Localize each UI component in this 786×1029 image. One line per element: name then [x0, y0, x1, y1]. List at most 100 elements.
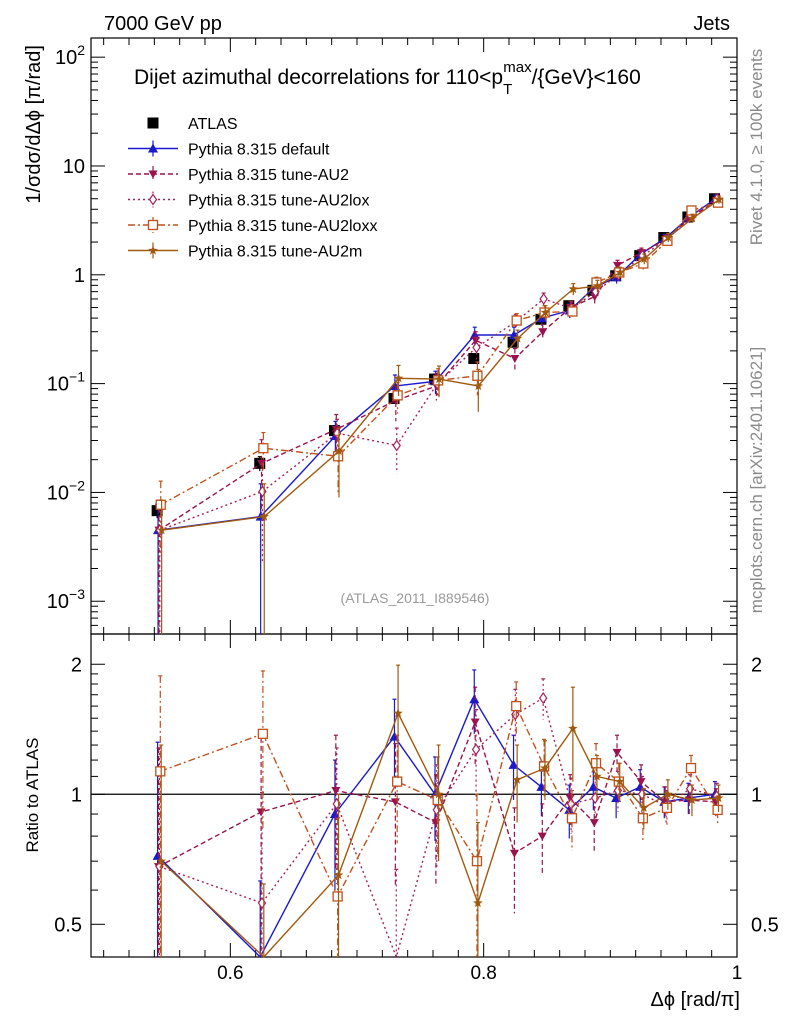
main-point-au2m	[334, 446, 344, 456]
ratio-axes: 0.6 0.8 1 0.5 0.5 1 1 2 2	[54, 633, 779, 984]
y-tick-label: 10	[63, 156, 85, 178]
ratio-point-au2m	[713, 793, 724, 803]
main-point-au2	[510, 355, 520, 364]
x-axis-title: Δϕ [rad/π]	[651, 989, 741, 1011]
ratio-point-au2m	[433, 789, 444, 799]
main-point-atlas	[151, 505, 163, 517]
main-point-au2	[538, 328, 548, 337]
legend-label: Pythia 8.315 tune-AU2lox	[188, 193, 369, 210]
ratio-point-au2m	[540, 763, 550, 773]
header-right: Jets	[693, 13, 730, 35]
ratio-line-au2m	[160, 711, 719, 958]
y-tick-label: 1	[74, 265, 85, 287]
ratio-point-au2m	[687, 795, 697, 804]
main-point-au2	[612, 261, 622, 270]
main-point-au2loxx	[511, 315, 522, 326]
main-series-layer	[151, 192, 724, 634]
main-point-au2lox	[392, 439, 401, 452]
legend-marker-au2lox	[148, 193, 158, 206]
x-tick-label: 0.6	[217, 963, 243, 984]
main-point-au2m	[473, 381, 484, 391]
main-point-default	[469, 329, 480, 339]
ratio-point-au2m	[512, 774, 522, 784]
chart-title-sup: max	[503, 59, 532, 76]
main-point-au2m	[663, 232, 674, 242]
ratio-point-au2lox	[471, 743, 481, 756]
main-point-au2m	[156, 525, 167, 535]
main-point-au2loxx	[472, 370, 483, 381]
ratio-point-au2	[331, 787, 341, 796]
ratio-point-au2loxx	[155, 766, 166, 777]
main-point-atlas	[468, 353, 480, 365]
legend-label: Pythia 8.315 tune-AU2m	[188, 244, 362, 261]
main-point-au2loxx	[155, 499, 166, 510]
x-tick-label: 1	[732, 963, 743, 984]
ratio-y-tick-label: 1	[71, 784, 82, 806]
y-tick-label: 10−3	[47, 586, 85, 613]
ratio-point-au2	[589, 819, 599, 828]
ratio-point-au2loxx	[332, 891, 343, 902]
chart-title: Dijet azimuthal decorrelations for 110<p…	[134, 59, 641, 98]
legend-marker-au2loxx	[147, 219, 159, 231]
legend-item-au2lox: Pythia 8.315 tune-AU2lox	[128, 191, 369, 210]
main-point-au2m	[639, 253, 649, 263]
ratio-point-au2loxx	[257, 728, 269, 740]
legend-label: ATLAS	[188, 116, 238, 133]
ratio-point-au2loxx	[661, 802, 673, 814]
ratio-point-au2loxx	[637, 813, 649, 824]
side-label-mcplots: mcplots.cern.ch [arXiv:2401.10621]	[747, 347, 766, 613]
ratio-point-au2	[612, 748, 622, 757]
side-label-rivet: Rivet 4.1.0, ≥ 100k events	[747, 49, 766, 245]
main-point-au2m	[540, 307, 551, 317]
legend-item-default: Pythia 8.315 default	[128, 140, 330, 159]
ratio-point-au2loxx	[566, 813, 578, 824]
chart-title-tail: /{GeV}<160	[532, 66, 641, 89]
ratio-point-au2m	[156, 856, 166, 866]
ratio-point-au2m	[639, 802, 649, 812]
ratio-point-default	[588, 781, 599, 791]
main-line-au2loxx	[160, 202, 719, 506]
y-tick-label: 10−2	[47, 477, 85, 504]
ratio-plot-frame	[90, 633, 738, 958]
main-point-au2m	[592, 280, 603, 290]
main-point-au2m	[393, 373, 404, 383]
main-point-au2loxx	[686, 205, 697, 216]
y-axis-title: 1/σdσ/dΔϕ [π/rad]	[23, 45, 45, 204]
main-point-au2m	[615, 267, 625, 277]
legend-label: Pythia 8.315 default	[188, 142, 330, 159]
main-point-au2m	[512, 333, 523, 343]
main-point-au2m	[568, 284, 579, 294]
x-tick-label: 0.8	[470, 963, 496, 984]
ratio-point-au2	[470, 718, 480, 727]
legend-label: Pythia 8.315 tune-AU2loxx	[188, 218, 377, 235]
ratio-point-au2m	[393, 708, 403, 718]
header-left: 7000 GeV pp	[104, 13, 222, 35]
ratio-point-au2	[509, 849, 519, 858]
ratio-series-layer	[152, 664, 724, 960]
main-point-au2loxx	[258, 443, 269, 454]
ratio-point-au2loxx	[590, 758, 602, 769]
main-point-au2m	[259, 511, 269, 521]
legend-marker-au2	[148, 170, 158, 179]
y-tick-label: 10−1	[47, 369, 85, 396]
ratio-point-au2loxx	[712, 804, 723, 816]
ratio-point-au2lox	[511, 708, 520, 721]
ratio-point-au2lox	[432, 803, 442, 816]
legend-marker-default	[148, 143, 158, 153]
main-point-au2loxx	[392, 390, 403, 401]
chart-title-main: Dijet azimuthal decorrelations for 110<p	[134, 66, 503, 89]
ratio-point-default	[469, 694, 480, 704]
legend-item-au2: Pythia 8.315 tune-AU2	[128, 166, 349, 184]
ratio-point-au2loxx	[471, 856, 483, 867]
legend-item-atlas: ATLAS	[147, 116, 238, 133]
main-point-au2m	[434, 374, 444, 384]
y-tick-label: 102	[55, 42, 85, 69]
ratio-point-default	[329, 809, 340, 819]
legend-item-au2loxx: Pythia 8.315 tune-AU2loxx	[128, 217, 377, 235]
main-point-au2loxx	[567, 306, 578, 317]
ratio-y-tick-label-right: 0.5	[751, 914, 779, 936]
main-point-au2lox	[472, 341, 481, 354]
main-point-au2m	[714, 194, 724, 204]
main-point-au2m	[687, 213, 698, 223]
